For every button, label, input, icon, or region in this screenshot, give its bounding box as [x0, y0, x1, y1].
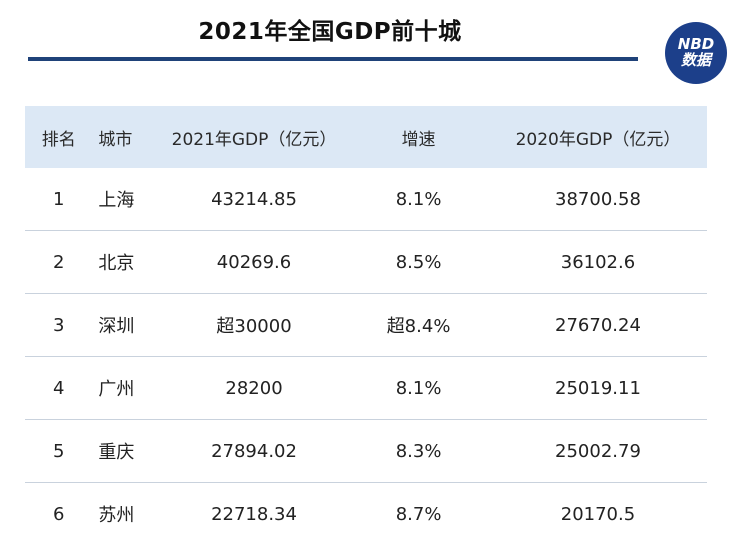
gdp-2021-cell: 28200 — [225, 377, 283, 399]
gdp-table: 排名 城市 2021年GDP（亿元） 增速 2020年GDP（亿元） 1 上海 … — [25, 106, 707, 545]
city-cell: 苏州 — [98, 505, 135, 526]
header-gdp-2021: 2021年GDP（亿元） — [171, 129, 337, 150]
header-growth: 增速 — [401, 129, 436, 150]
header-city: 城市 — [98, 129, 133, 150]
table-row: 1 上海 43214.85 8.1% 38700.58 — [25, 168, 707, 231]
city-cell: 北京 — [98, 253, 135, 274]
growth-cell: 8.1% — [395, 377, 442, 399]
city-cell: 广州 — [98, 379, 135, 400]
header-gdp-2020: 2020年GDP（亿元） — [515, 129, 681, 150]
gdp-2020-cell: 25019.11 — [555, 377, 641, 399]
rank-cell: 4 — [52, 377, 65, 399]
city-cell: 上海 — [98, 190, 135, 211]
table-row: 2 北京 40269.6 8.5% 36102.6 — [25, 231, 707, 294]
gdp-2020-cell: 38700.58 — [555, 188, 641, 210]
growth-cell: 8.1% — [395, 188, 442, 210]
gdp-2020-cell: 20170.5 — [560, 503, 636, 525]
gdp-2020-cell: 25002.79 — [555, 440, 641, 462]
growth-cell: 8.5% — [395, 251, 442, 273]
rank-cell: 1 — [52, 188, 65, 210]
rank-cell: 3 — [52, 314, 65, 336]
gdp-2021-cell: 22718.34 — [211, 503, 297, 525]
rank-cell: 6 — [52, 503, 65, 525]
rank-cell: 2 — [52, 251, 65, 273]
table-row: 5 重庆 27894.02 8.3% 25002.79 — [25, 420, 707, 483]
badge-line-1: NBD — [677, 35, 715, 54]
gdp-2020-cell: 36102.6 — [560, 251, 636, 273]
growth-cell: 8.7% — [395, 503, 442, 525]
gdp-2021-cell: 43214.85 — [211, 188, 297, 210]
growth-cell: 8.3% — [395, 440, 442, 462]
gdp-2020-cell: 27670.24 — [555, 314, 641, 336]
table-header: 排名 城市 2021年GDP（亿元） 增速 2020年GDP（亿元） — [25, 106, 707, 168]
table-row: 4 广州 28200 8.1% 25019.11 — [25, 357, 707, 420]
gdp-2021-cell: 27894.02 — [211, 440, 297, 462]
header-rank: 排名 — [41, 129, 76, 150]
growth-cell: 超8.4% — [386, 316, 451, 337]
title-underline — [28, 57, 638, 61]
page-title: 2021年全国GDP前十城 — [198, 19, 462, 45]
rank-cell: 5 — [52, 440, 65, 462]
gdp-2021-cell: 40269.6 — [216, 251, 292, 273]
table-row: 3 深圳 超30000 超8.4% 27670.24 — [25, 294, 707, 357]
gdp-2021-cell: 超30000 — [216, 316, 292, 337]
city-cell: 重庆 — [98, 442, 135, 463]
city-cell: 深圳 — [98, 316, 135, 337]
nbd-logo-badge: NBD 数据 — [665, 22, 727, 84]
table-row: 6 苏州 22718.34 8.7% 20170.5 — [25, 483, 707, 545]
badge-line-2: 数据 — [680, 51, 711, 69]
